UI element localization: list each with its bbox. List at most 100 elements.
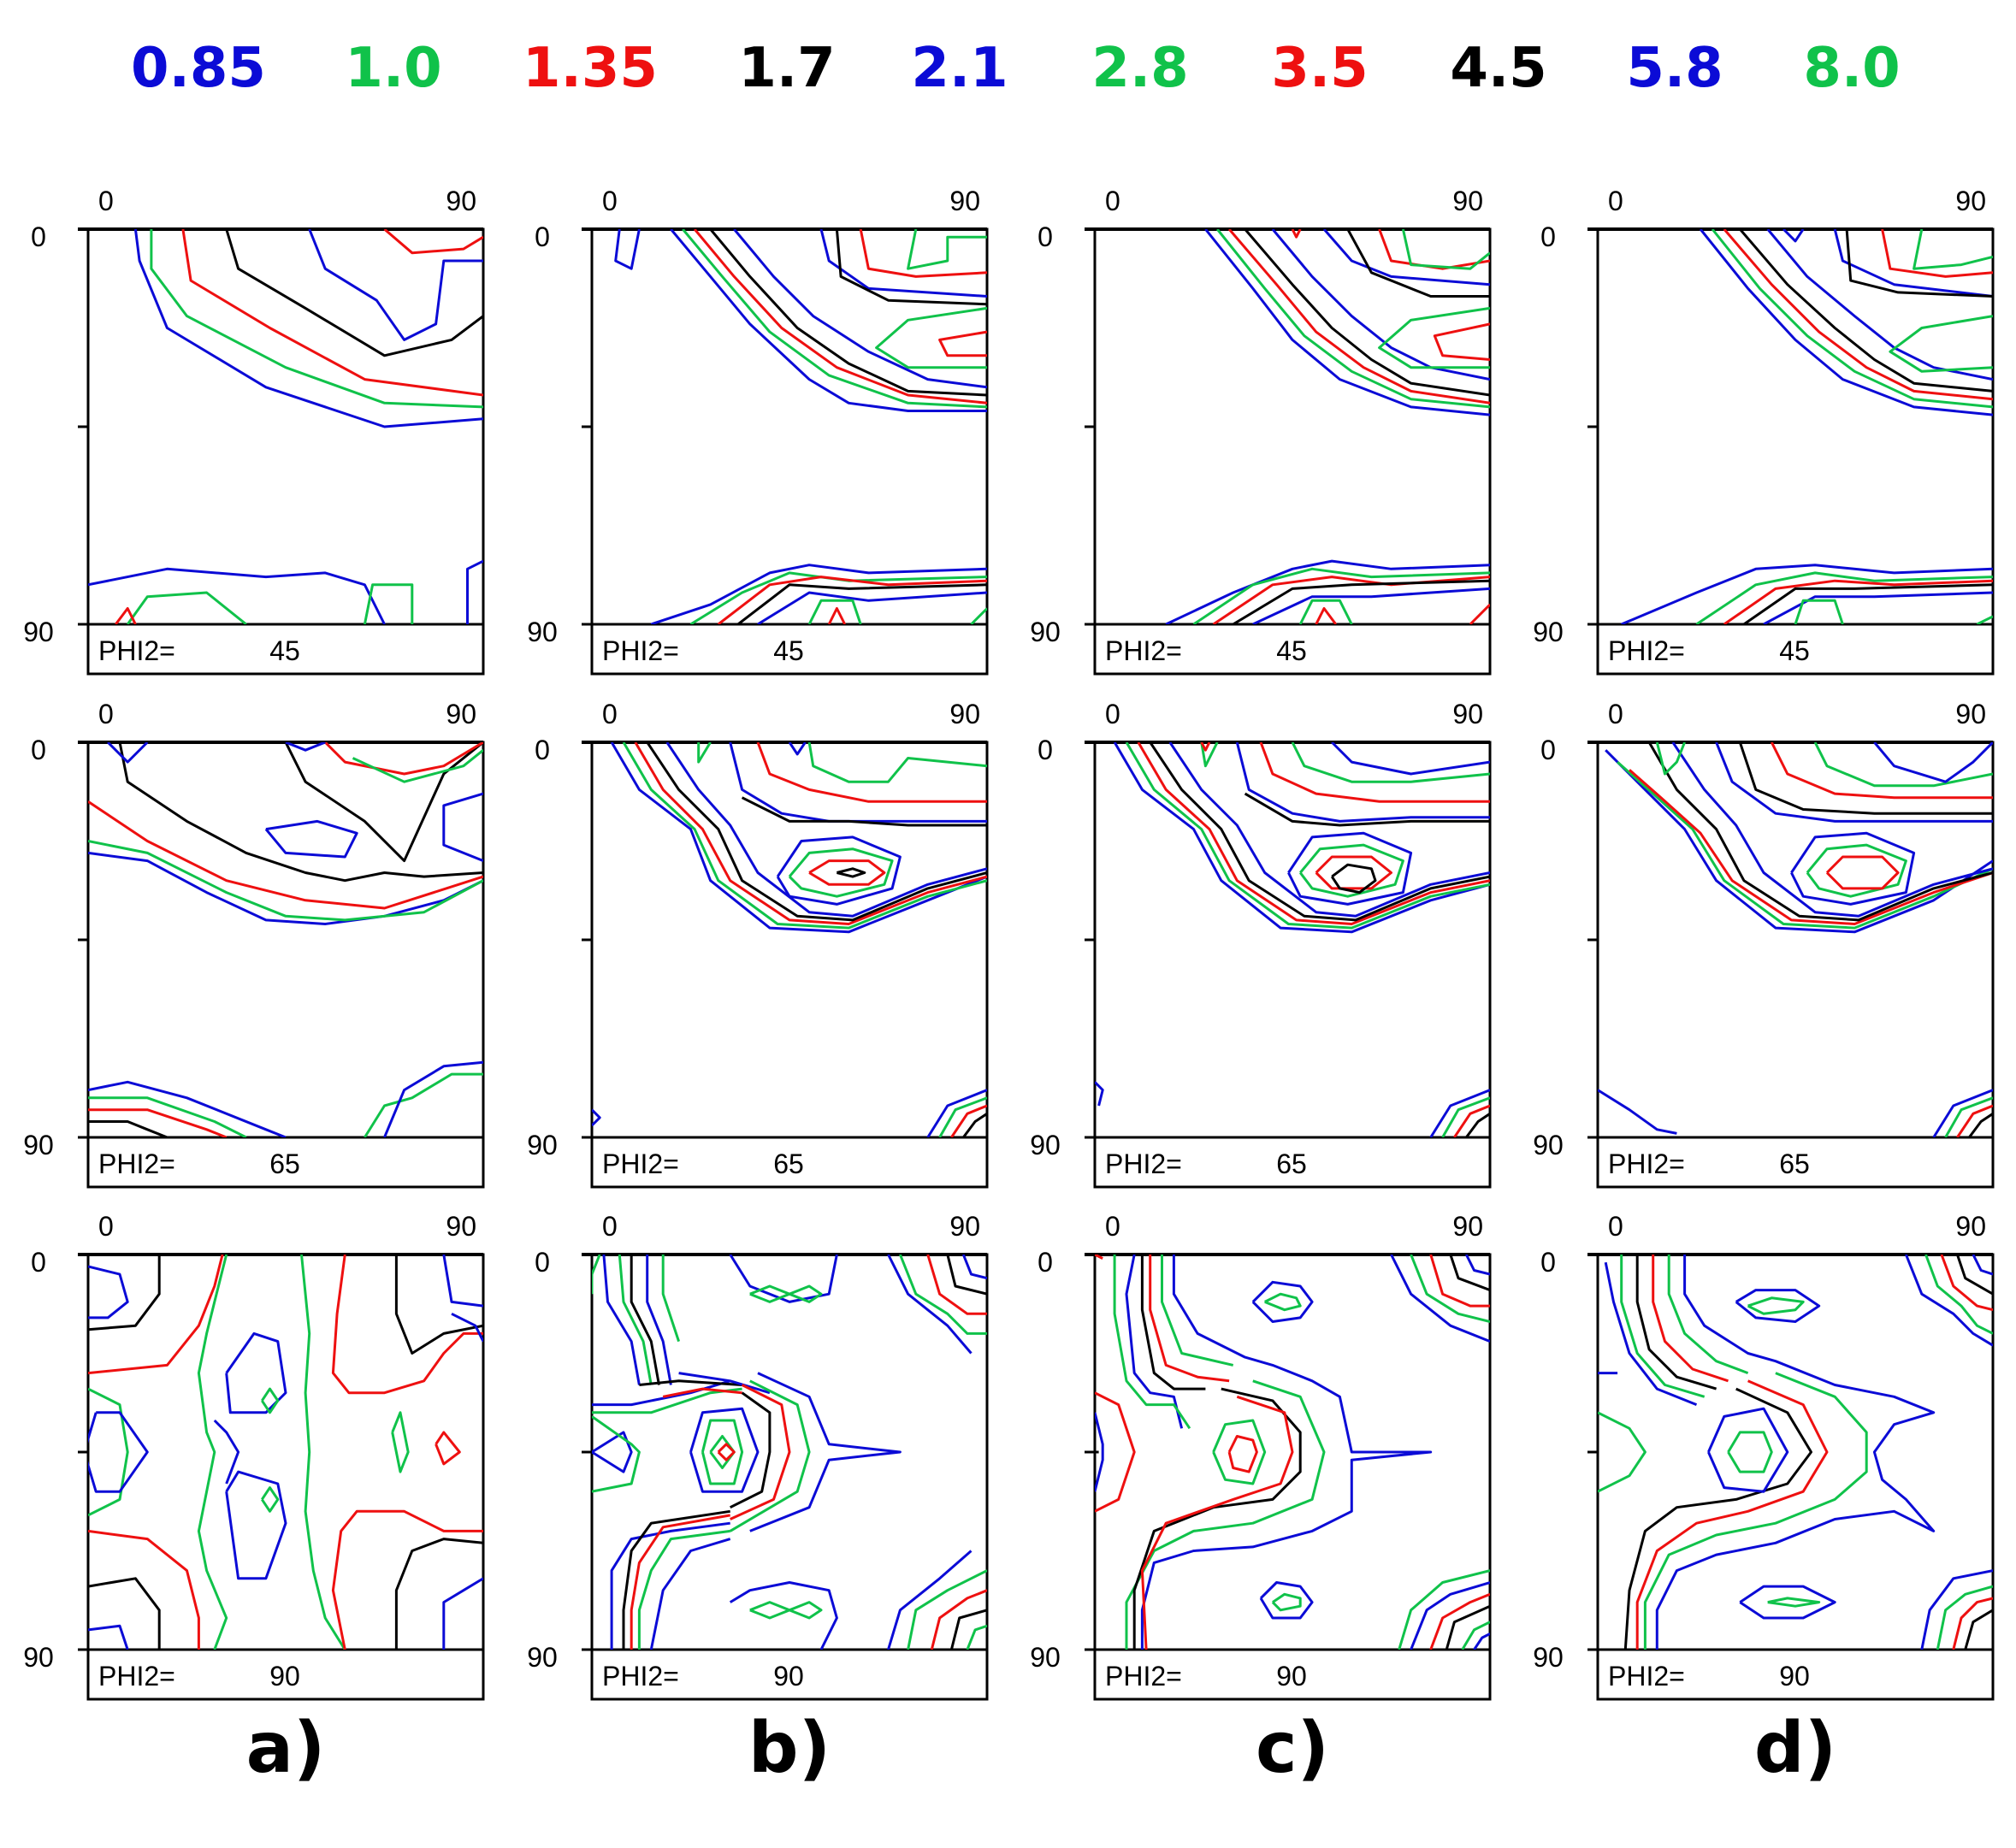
contour-line bbox=[970, 607, 987, 624]
contour-line bbox=[610, 1521, 730, 1650]
contour-line bbox=[1976, 615, 1993, 624]
contour-line bbox=[1140, 1255, 1206, 1390]
contour-line bbox=[1605, 749, 1993, 934]
phi1-max-label: 90 bbox=[949, 699, 980, 729]
contour-line bbox=[1429, 1592, 1490, 1650]
contour-group bbox=[1621, 229, 1993, 624]
contour-line bbox=[639, 1379, 742, 1386]
contour-line bbox=[1165, 559, 1490, 624]
contour-line bbox=[1920, 1569, 1993, 1650]
legend-level-7: 3.5 bbox=[1271, 37, 1369, 100]
contour-line bbox=[689, 1407, 760, 1493]
contour-line bbox=[614, 229, 641, 270]
odf-panel: 0 90 0 90 PHI2= 90 bbox=[1030, 1211, 1492, 1701]
contour-line bbox=[1390, 1255, 1490, 1343]
phi-min-label: 0 bbox=[535, 735, 550, 765]
legend-level-10: 8.0 bbox=[1803, 37, 1901, 100]
contour-line bbox=[197, 1255, 228, 1650]
phi-max-label: 90 bbox=[1533, 1130, 1564, 1160]
phi2-label: PHI2= bbox=[1608, 1148, 1685, 1179]
contour-line bbox=[225, 1331, 287, 1414]
phi-min-label: 0 bbox=[1540, 1247, 1556, 1278]
panel-frame bbox=[1093, 1253, 1492, 1701]
odf-panel: 0 90 0 90 PHI2= 45 bbox=[1030, 186, 1492, 676]
contour-line bbox=[107, 742, 149, 764]
contour-line bbox=[899, 1255, 987, 1335]
contour-line bbox=[592, 1431, 633, 1473]
phi2-value: 45 bbox=[1276, 635, 1307, 666]
contour-line bbox=[1200, 742, 1219, 768]
contour-line bbox=[729, 1255, 838, 1303]
contour-line bbox=[1398, 1569, 1490, 1650]
contour-line bbox=[1464, 1255, 1490, 1276]
phi1-min-label: 0 bbox=[98, 1211, 114, 1242]
contour-line bbox=[1617, 760, 1993, 930]
contour-line bbox=[300, 1255, 346, 1650]
phi-max-label: 90 bbox=[527, 617, 558, 647]
contour-line bbox=[1346, 229, 1490, 298]
contour-line bbox=[749, 1601, 823, 1620]
phi-max-label: 90 bbox=[23, 1642, 54, 1673]
contour-line bbox=[1244, 229, 1490, 397]
contour-line bbox=[1271, 229, 1490, 381]
phi1-min-label: 0 bbox=[602, 186, 618, 216]
contour-line bbox=[682, 229, 987, 409]
phi1-max-label: 90 bbox=[949, 1211, 980, 1242]
contour-group bbox=[1598, 1255, 1993, 1650]
contour-line bbox=[1401, 229, 1490, 270]
panel-frame bbox=[86, 1253, 485, 1701]
contour-line bbox=[1647, 742, 1993, 922]
contour-line bbox=[1767, 1597, 1821, 1608]
contour-group bbox=[1095, 1255, 1490, 1650]
contour-line bbox=[1140, 1255, 1433, 1650]
contour-line bbox=[1825, 855, 1900, 890]
contour-line bbox=[701, 1419, 744, 1485]
contour-line bbox=[1445, 1604, 1490, 1650]
contour-group bbox=[88, 229, 483, 624]
contour-line bbox=[1806, 843, 1907, 898]
contour-line bbox=[662, 1387, 742, 1398]
panel-frame bbox=[86, 741, 485, 1189]
contour-line bbox=[1655, 1255, 1936, 1650]
contour-line bbox=[1140, 1395, 1294, 1650]
contour-line bbox=[324, 742, 483, 776]
contour-line bbox=[88, 851, 483, 925]
contour-line bbox=[1264, 1292, 1302, 1312]
phi1-max-label: 90 bbox=[446, 699, 476, 729]
contour-line bbox=[88, 1255, 224, 1375]
contour-line bbox=[1956, 1104, 1993, 1137]
contour-line bbox=[451, 1312, 483, 1343]
contour-line bbox=[88, 1529, 200, 1650]
contour-line bbox=[1299, 843, 1404, 898]
contour-line bbox=[729, 742, 987, 823]
contour-line bbox=[133, 229, 483, 428]
phi1-max-label: 90 bbox=[1452, 699, 1483, 729]
contour-line bbox=[1782, 229, 1805, 243]
contour-line bbox=[88, 1387, 129, 1517]
contour-line bbox=[1469, 603, 1490, 624]
contour-group bbox=[614, 229, 987, 624]
phi1-min-label: 0 bbox=[1105, 186, 1120, 216]
phi1-max-label: 90 bbox=[1452, 1211, 1483, 1242]
contour-line bbox=[88, 1577, 161, 1650]
contour-line bbox=[1723, 579, 1993, 624]
contour-line bbox=[1287, 831, 1413, 906]
panel-frame bbox=[1093, 741, 1492, 1189]
contour-line bbox=[181, 229, 483, 397]
panel-frame bbox=[590, 227, 989, 676]
panel-frame bbox=[86, 227, 485, 676]
contour-line bbox=[1655, 742, 1686, 776]
phi-max-label: 90 bbox=[527, 1642, 558, 1673]
odf-panel: 0 90 0 90 PHI2= 65 bbox=[23, 699, 485, 1189]
contour-line bbox=[126, 591, 247, 624]
phi2-label: PHI2= bbox=[98, 1148, 175, 1179]
contour-line bbox=[650, 564, 987, 624]
phi-max-label: 90 bbox=[23, 617, 54, 647]
contour-line bbox=[808, 859, 886, 886]
contour-line bbox=[736, 583, 987, 624]
contour-line bbox=[261, 1486, 280, 1513]
contour-line bbox=[1598, 1089, 1677, 1135]
contour-line bbox=[788, 742, 807, 756]
contour-line bbox=[887, 1550, 973, 1650]
